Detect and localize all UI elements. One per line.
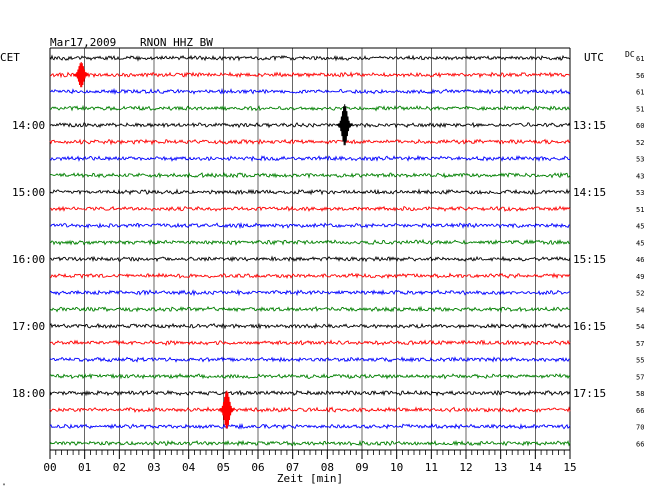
trace-row [49,138,571,146]
trace-row [49,104,571,112]
event-burst [336,104,353,146]
x-tick-label: 10 [390,461,403,474]
dc-value: 55 [636,357,644,365]
right-time-label: 17:15 [573,387,606,400]
x-tick-label: 02 [113,461,126,474]
trace-row [49,372,571,380]
dc-value: 45 [636,239,644,247]
right-time-labels: 13:15 14:15 15:15 16:15 17:15 [573,119,606,400]
dc-value: 70 [636,424,644,432]
event-burst [73,61,90,88]
trace-row [49,54,571,62]
trace-group [49,54,571,447]
x-tick-label: 07 [286,461,299,474]
trace-row [49,322,571,330]
right-time-label: 14:15 [573,186,606,199]
dc-value: 66 [636,407,644,415]
dc-value: 52 [636,139,644,147]
trace-row [49,356,571,363]
dc-value: 66 [636,440,644,448]
trace-row [49,87,571,95]
x-tick-label: 14 [529,461,543,474]
trace-row [49,339,571,347]
trace-row [49,188,571,196]
dc-value: 45 [636,223,644,231]
chart-header: Mar17,2009 RNON HHZ BW CET UTC DC [0,36,635,64]
dc-value: 57 [636,340,644,348]
dc-value: 54 [636,306,644,314]
left-time-label: 18:00 [12,387,45,400]
dc-value: 51 [636,105,644,113]
trace-row [49,305,571,313]
trace-row [49,272,571,280]
right-time-label: 16:15 [573,320,606,333]
trace-row [49,171,571,179]
station-label: RNON HHZ BW [140,36,213,49]
dc-label: DC [625,50,635,59]
trace-row [49,222,571,230]
right-zone-label: UTC [584,51,604,64]
x-tick-label: 09 [355,461,368,474]
x-tick-label: 12 [459,461,472,474]
trace-row [49,121,571,129]
chart-grid [49,47,571,450]
dc-value: 57 [636,373,644,381]
trace-row [49,289,571,297]
dc-value: 51 [636,206,644,214]
dc-value: 49 [636,273,644,281]
dc-value: 60 [636,122,644,130]
x-tick-label: 06 [251,461,264,474]
left-time-label: 14:00 [12,119,45,132]
left-zone-label: CET [0,51,20,64]
dc-value: 61 [636,55,644,63]
trace-row [49,389,571,397]
x-axis-title: Zeit [min] [277,472,343,485]
dc-value: 53 [636,156,644,164]
right-time-label: 13:15 [573,119,606,132]
event-group [73,61,353,429]
x-tick-label: 03 [147,461,160,474]
x-tick-label: 04 [182,461,196,474]
dc-value: 54 [636,323,644,331]
x-axis: 00 01 02 03 04 05 06 07 08 09 10 11 12 13 14 15 [43,449,577,474]
left-time-label: 15:00 [12,186,45,199]
right-time-label: 15:15 [573,253,606,266]
trace-row [49,238,571,246]
x-tick-label: 01 [78,461,91,474]
x-tick-label: 15 [563,461,576,474]
dc-value: 52 [636,290,644,298]
trace-row [49,255,571,263]
trace-row [49,71,571,79]
x-tick-label: 00 [43,461,56,474]
left-time-label: 17:00 [12,320,45,333]
dc-value: 58 [636,390,644,398]
event-burst [218,390,235,429]
trace-row [49,439,571,447]
x-tick-label: 05 [217,461,230,474]
dc-value: 61 [636,89,644,97]
dc-value: 53 [636,189,644,197]
date-label: Mar17,2009 [50,36,116,49]
x-tick-label: 11 [425,461,438,474]
left-time-labels: 14:00 15:00 16:00 17:00 18:00 [12,119,45,400]
dc-value: 46 [636,256,644,264]
trace-row [50,205,571,212]
trace-row [49,406,571,414]
x-tick-label: 08 [321,461,334,474]
dc-value: 56 [636,72,644,80]
trace-row [49,423,571,430]
x-tick-label: 13 [494,461,507,474]
corner-mark: " [2,483,6,490]
dc-value: 43 [636,172,644,180]
left-time-label: 16:00 [12,253,45,266]
dc-value-labels: 61 56 61 51 60 52 53 43 53 51 45 45 46 49 52 54 54 57 55 57… [636,55,644,448]
trace-row [49,154,570,162]
